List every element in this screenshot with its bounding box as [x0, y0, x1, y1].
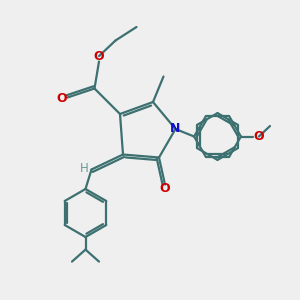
Text: N: N — [170, 122, 181, 136]
Text: O: O — [254, 130, 264, 143]
Text: H: H — [80, 161, 88, 175]
Text: O: O — [160, 182, 170, 196]
Text: O: O — [94, 50, 104, 63]
Text: O: O — [57, 92, 68, 106]
